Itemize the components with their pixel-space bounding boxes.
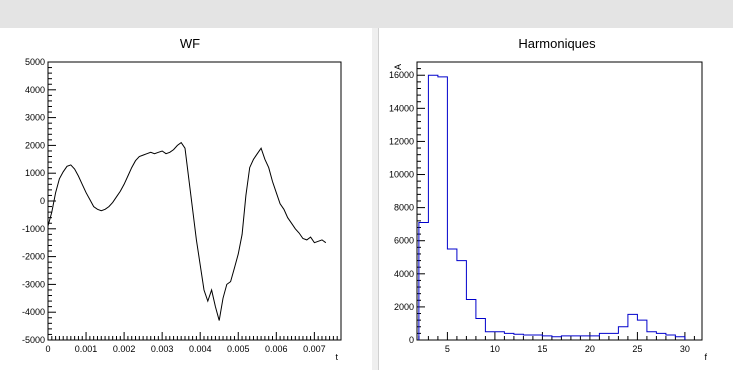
y-tick-label: 1000 [25, 168, 45, 178]
histogram-bin [571, 336, 581, 340]
canvas-area: WF t -5000 -4000 -3000 -2000 -1000 0 1000 2000 3… [0, 28, 733, 370]
x-tick-label: 25 [632, 344, 642, 354]
histogram-bin [476, 318, 486, 340]
histogram-bin [628, 314, 638, 340]
harmonics-chart: Harmoniques f A 0 2000 4000 6000 8000 10000 12… [389, 36, 708, 362]
x-tick-label: 0.002 [113, 344, 136, 354]
y-tick-label: 14000 [389, 103, 414, 113]
y-tick-label: -3000 [22, 279, 45, 289]
histogram-bin [457, 261, 467, 340]
x-tick-label: 20 [585, 344, 595, 354]
histogram-bin [419, 223, 429, 340]
y-tick-label: 12000 [389, 136, 414, 146]
plot-frame [47, 61, 342, 341]
histogram-bin [495, 332, 505, 340]
y-tick-label: -2000 [22, 252, 45, 262]
x-tick-label: 30 [680, 344, 690, 354]
histogram-bin [637, 320, 647, 340]
histogram-outline [418, 74, 686, 340]
histogram-bin [466, 299, 476, 340]
x-tick-label: 0.003 [151, 344, 174, 354]
x-tick-label: 0.007 [303, 344, 326, 354]
histogram-bin [542, 336, 552, 340]
histogram-bin [590, 336, 600, 340]
toolbar [0, 0, 733, 28]
y-tick-label: 8000 [394, 203, 414, 213]
y-axis-label: A [393, 64, 403, 70]
y-tick-label: 0 [40, 196, 45, 206]
y-tick-label: 4000 [394, 269, 414, 279]
x-tick-label: 0.001 [75, 344, 98, 354]
histogram-bin [580, 336, 590, 340]
pad-separator [372, 28, 378, 370]
histogram-bin [647, 332, 657, 340]
histogram-bin [447, 249, 457, 340]
histogram-bin [514, 334, 524, 340]
x-tick-label: 10 [490, 344, 500, 354]
y-tick-label: 10000 [389, 170, 414, 180]
histogram-bin [523, 335, 533, 340]
x-tick-label: 0 [45, 344, 50, 354]
histogram-bin [609, 333, 619, 340]
y-tick-label: 5000 [25, 57, 45, 67]
y-tick-label: 3000 [25, 113, 45, 123]
y-tick-label: -4000 [22, 307, 45, 317]
histogram-bin [656, 333, 666, 340]
waveform-pad[interactable]: WF t -5000 -4000 -3000 -2000 -1000 0 1000 2000 3… [8, 28, 373, 370]
waveform-series-line [47, 141, 327, 321]
y-tick-label: 6000 [394, 236, 414, 246]
histogram-bin [561, 336, 571, 340]
y-tick-label: 16000 [389, 70, 414, 80]
histogram-bin [485, 332, 495, 340]
y-tick-label: 0 [409, 335, 414, 345]
x-tick-label: 15 [537, 344, 547, 354]
x-axis-label: f [704, 352, 707, 362]
histogram-bin [533, 335, 543, 340]
x-tick-label: 0.006 [265, 344, 288, 354]
x-axis-label: t [335, 352, 338, 362]
harmonics-pad[interactable]: Harmoniques f A 0 2000 4000 6000 8000 10000 12… [378, 28, 733, 370]
histogram-bin [428, 75, 438, 340]
x-tick-label: 5 [445, 344, 450, 354]
histogram-bin [504, 333, 514, 340]
y-tick-label: -5000 [22, 335, 45, 345]
histogram-bin [438, 77, 448, 340]
histogram-bin [599, 333, 609, 340]
histogram-bin [618, 327, 628, 340]
x-tick-label: 0.005 [227, 344, 250, 354]
chart-title: WF [180, 36, 200, 51]
y-tick-label: -1000 [22, 224, 45, 234]
chart-title: Harmoniques [518, 36, 596, 51]
waveform-chart: WF t -5000 -4000 -3000 -2000 -1000 0 1000 2000 3… [22, 36, 342, 362]
y-tick-label: 2000 [25, 140, 45, 150]
y-tick-label: 4000 [25, 85, 45, 95]
x-tick-label: 0.004 [189, 344, 212, 354]
histogram-bin [666, 335, 676, 340]
y-tick-label: 2000 [394, 302, 414, 312]
